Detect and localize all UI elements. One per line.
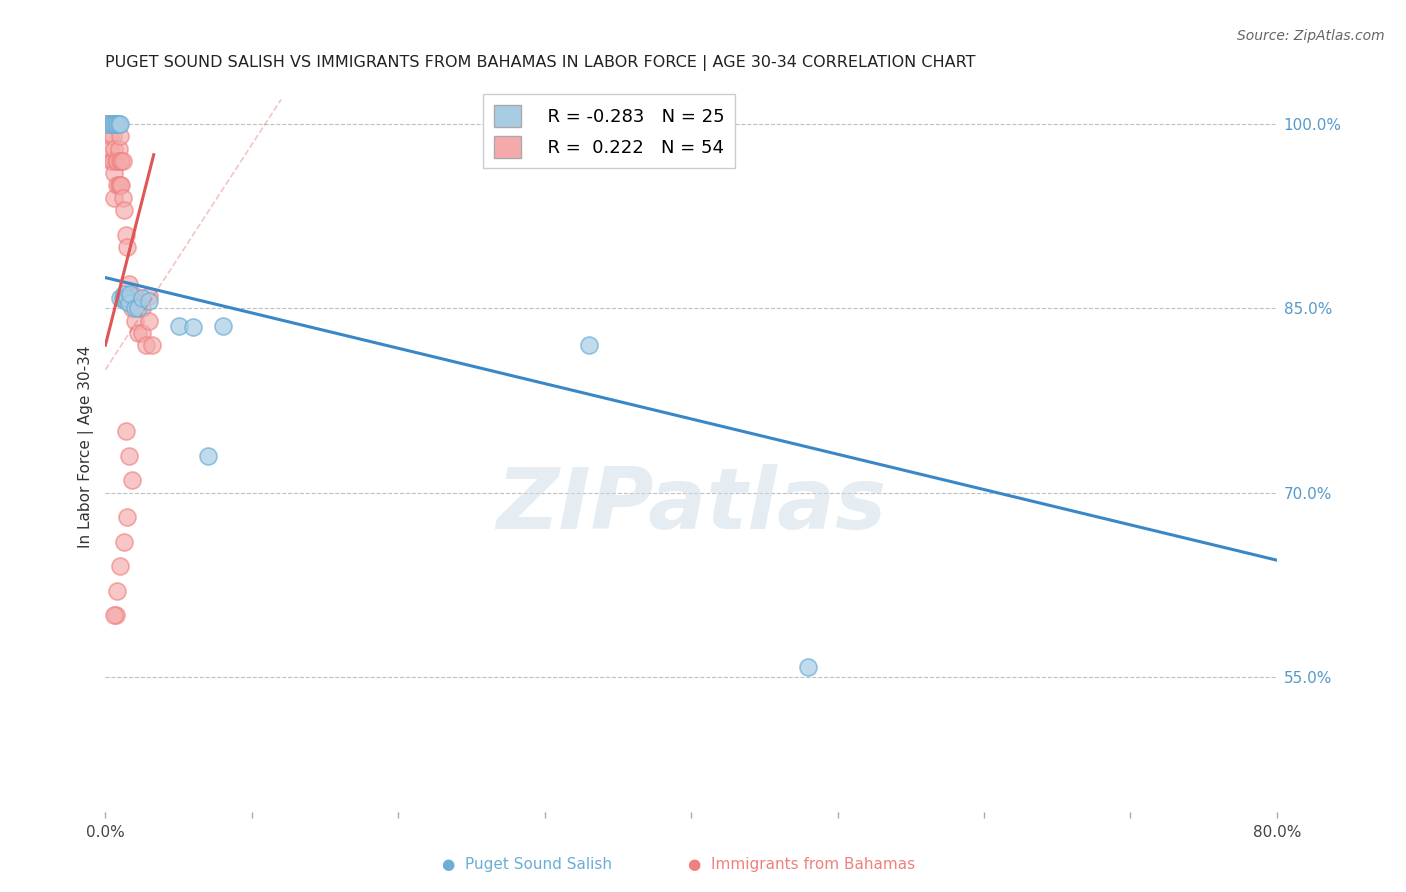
Point: [118, 296, 141, 310]
Point: [131, 292, 153, 306]
Point: [115, 293, 138, 308]
Point: [117, 510, 139, 524]
Point: [120, 289, 142, 303]
Point: [124, 301, 146, 316]
Text: ZIPatlas: ZIPatlas: [496, 464, 886, 547]
Point: [197, 449, 219, 463]
Text: ●  Immigrants from Bahamas: ● Immigrants from Bahamas: [688, 857, 915, 872]
Point: [118, 277, 141, 291]
Point: [138, 289, 160, 303]
Point: [110, 178, 132, 193]
Point: [110, 153, 132, 168]
Legend:   R = -0.283   N = 25,   R =  0.222   N = 54: R = -0.283 N = 25, R = 0.222 N = 54: [484, 94, 735, 169]
Point: [131, 301, 153, 316]
Point: [107, 117, 129, 131]
Point: [108, 129, 131, 144]
Point: [108, 153, 131, 168]
Point: [181, 319, 204, 334]
Point: [115, 227, 138, 242]
Point: [135, 338, 157, 352]
Point: [117, 292, 139, 306]
Point: [101, 117, 124, 131]
Point: [107, 142, 129, 156]
Point: [124, 289, 146, 303]
Point: [112, 202, 135, 217]
Point: [211, 318, 233, 333]
Point: [103, 117, 125, 131]
Point: [101, 117, 124, 131]
Point: [104, 117, 127, 131]
Point: [104, 117, 127, 131]
Point: [100, 153, 122, 168]
Point: [103, 117, 125, 131]
Point: [97, 117, 120, 131]
Point: [105, 178, 128, 193]
Point: [111, 292, 134, 306]
Point: [103, 166, 125, 180]
Point: [138, 293, 160, 308]
Point: [103, 191, 125, 205]
Point: [108, 178, 131, 193]
Point: [108, 559, 131, 574]
Point: [578, 338, 600, 352]
Point: [98, 142, 121, 156]
Point: [103, 142, 125, 156]
Point: [105, 153, 128, 168]
Point: [112, 534, 135, 549]
Text: Source: ZipAtlas.com: Source: ZipAtlas.com: [1237, 29, 1385, 44]
Text: ●  Puget Sound Salish: ● Puget Sound Salish: [443, 857, 612, 872]
Point: [118, 449, 141, 463]
Point: [141, 338, 163, 352]
Point: [108, 117, 131, 131]
Point: [100, 117, 122, 131]
Point: [108, 292, 131, 306]
Point: [105, 117, 128, 131]
Point: [121, 301, 143, 316]
Point: [111, 153, 134, 168]
Point: [117, 240, 139, 254]
Point: [797, 660, 820, 674]
Point: [104, 153, 127, 168]
Point: [100, 117, 122, 131]
Point: [97, 117, 120, 131]
Point: [115, 424, 138, 438]
Point: [167, 318, 190, 333]
Point: [103, 608, 125, 623]
Point: [101, 153, 124, 168]
Point: [131, 326, 153, 340]
Point: [105, 583, 128, 598]
Point: [105, 117, 128, 131]
Text: PUGET SOUND SALISH VS IMMIGRANTS FROM BAHAMAS IN LABOR FORCE | AGE 30-34 CORRELA: PUGET SOUND SALISH VS IMMIGRANTS FROM BA…: [105, 55, 976, 71]
Point: [127, 301, 149, 316]
Point: [107, 178, 129, 193]
Point: [96, 117, 118, 131]
Point: [138, 313, 160, 327]
Point: [124, 313, 146, 327]
Point: [98, 129, 121, 144]
Point: [98, 117, 121, 131]
Y-axis label: In Labor Force | Age 30-34: In Labor Force | Age 30-34: [79, 345, 94, 548]
Point: [96, 117, 118, 131]
Point: [120, 286, 142, 301]
Point: [111, 191, 134, 205]
Point: [121, 473, 143, 487]
Point: [101, 129, 124, 144]
Point: [112, 286, 135, 301]
Point: [127, 326, 149, 340]
Point: [104, 608, 127, 623]
Point: [97, 117, 120, 131]
